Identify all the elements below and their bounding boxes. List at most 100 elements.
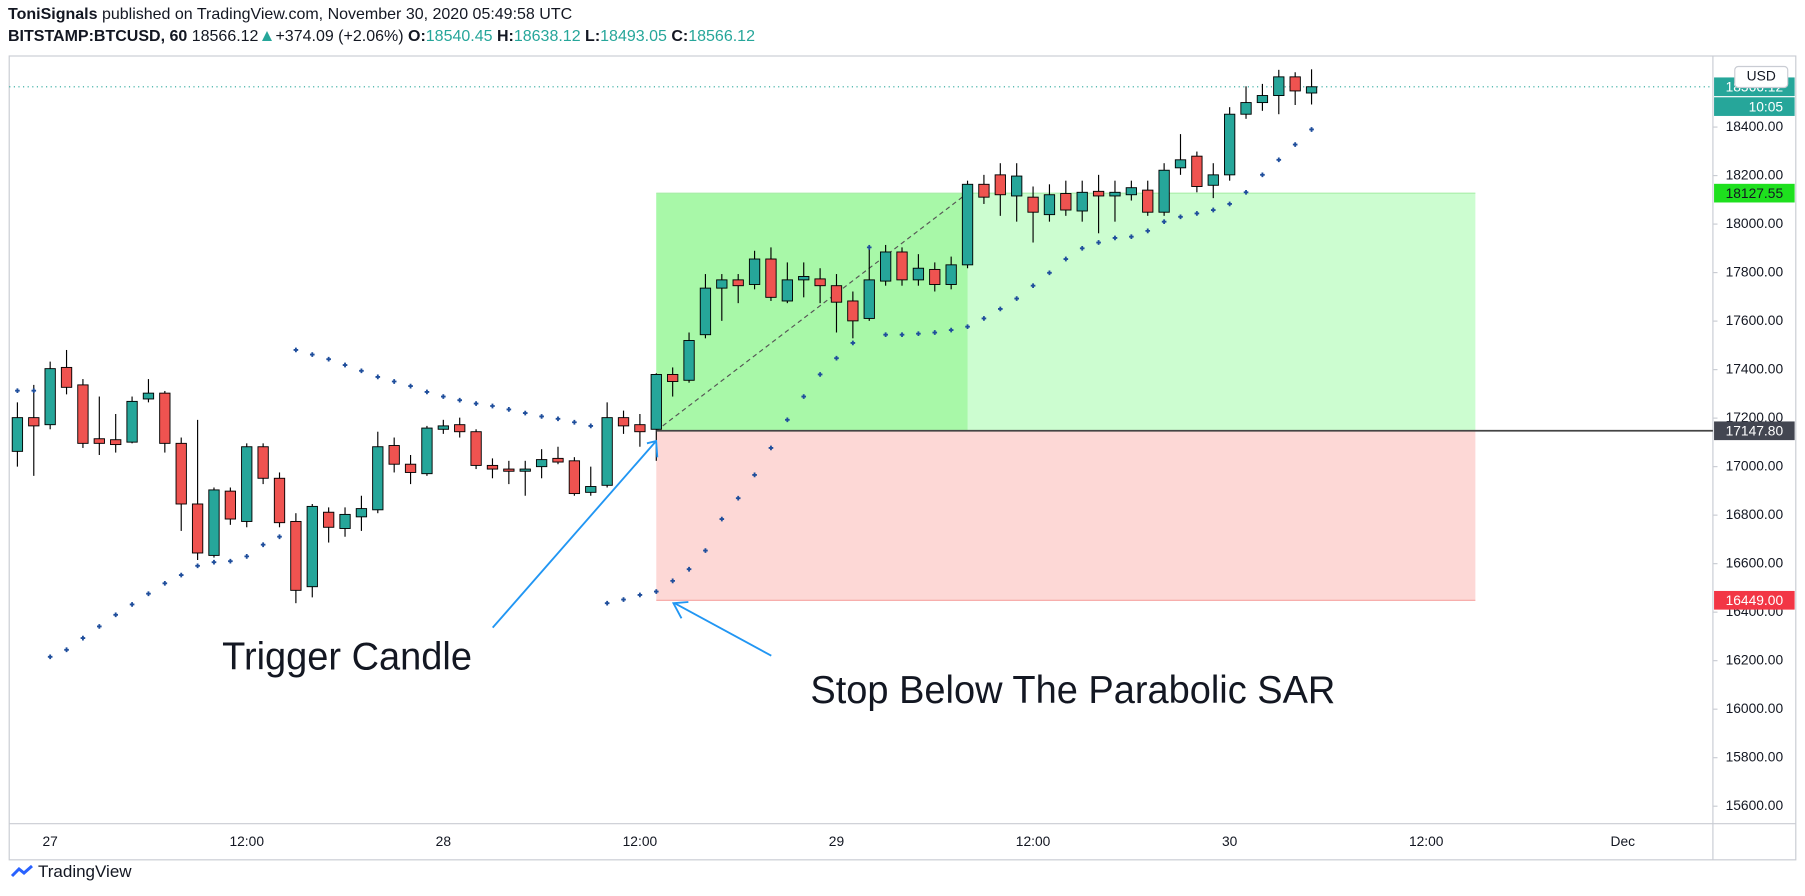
sar-dot: [97, 624, 102, 629]
sar-dot: [998, 306, 1003, 312]
sar-dot: [932, 330, 938, 335]
candle-body: [650, 373, 662, 430]
candle-body: [1043, 194, 1056, 216]
x-tick-label: 29: [829, 833, 845, 849]
sar-dot: [342, 362, 348, 368]
countdown: 10:05: [1749, 98, 1784, 114]
candle-body: [257, 446, 269, 479]
candle-body: [1273, 76, 1285, 97]
y-tick-label: 16800.00: [1726, 506, 1784, 522]
y-tick-label: 16200.00: [1726, 651, 1784, 667]
ohlc-label: O:: [408, 28, 426, 45]
sar-dot: [490, 403, 495, 409]
sar-dot: [408, 383, 413, 389]
sar-dot: [785, 417, 790, 423]
sar-dot: [604, 600, 610, 606]
arrows: [492, 439, 772, 657]
candle-body: [191, 503, 204, 554]
sar-dot: [1227, 201, 1232, 207]
x-tick-label: Dec: [1611, 833, 1636, 849]
candle-body: [994, 174, 1006, 196]
sar-dot: [162, 580, 168, 586]
arrow-head: [646, 439, 659, 458]
sar-dot: [359, 368, 364, 374]
sar-dot: [735, 495, 741, 501]
sar-dot: [1161, 219, 1167, 224]
ohlc-value: 18540.45: [425, 28, 493, 45]
sar-dot: [1276, 157, 1282, 163]
sar-dot: [572, 419, 577, 425]
sar-dot: [948, 327, 954, 333]
sar-dot: [277, 534, 282, 540]
sar-dot: [15, 388, 20, 394]
x-tick-label: 28: [436, 833, 452, 849]
sar-dot: [31, 388, 37, 394]
y-tick-label: 17000.00: [1726, 457, 1784, 473]
y-tick-label: 16600.00: [1726, 554, 1784, 570]
candle-body: [879, 251, 892, 282]
candle-body: [912, 267, 925, 281]
sar-dot: [637, 592, 643, 598]
candle-body: [617, 417, 630, 427]
candle-body: [1011, 175, 1023, 197]
candle-body: [388, 445, 400, 465]
sar-dot: [1096, 240, 1101, 245]
candle-body: [634, 424, 646, 433]
candle-body: [535, 459, 548, 468]
stop-box: [1714, 590, 1795, 610]
currency: USD: [1747, 68, 1776, 84]
candle-body: [404, 463, 417, 473]
sar-dot: [801, 394, 807, 399]
candle-body: [1158, 169, 1170, 213]
candle-body: [847, 300, 859, 322]
sar-dot: [981, 316, 987, 321]
candle-body: [454, 424, 466, 433]
sar-dot: [146, 591, 151, 597]
candle-body: [175, 442, 187, 505]
y-tick-label: 18000.00: [1726, 215, 1784, 231]
candle-body: [159, 392, 171, 444]
candle-body: [978, 183, 990, 198]
candle-body: [241, 446, 253, 522]
candle-body: [208, 489, 220, 556]
sar-dot: [1030, 283, 1036, 289]
sar-dot: [1129, 234, 1134, 240]
currency-box: [1734, 65, 1789, 89]
sar-dot: [1243, 189, 1249, 195]
sar-dot: [817, 372, 823, 377]
sar-dot: [916, 331, 921, 337]
target-box: [1714, 183, 1795, 203]
candle-body: [716, 279, 728, 289]
change: +374.09 (+2.06%): [275, 28, 404, 45]
ohlc-label: L:: [585, 28, 601, 45]
sar-dot: [113, 612, 118, 618]
published: published on TradingView.com, November 3…: [101, 6, 573, 23]
arrow: [492, 440, 657, 629]
sar-dot: [1079, 246, 1085, 251]
sar-dot: [899, 332, 905, 338]
axis-layer: 15600.0015800.0016000.0016200.0016400.00…: [42, 65, 1795, 849]
candle-body: [601, 417, 613, 486]
annotation: Trigger Candle: [222, 635, 472, 678]
sar-dot: [228, 558, 233, 564]
countdown-box: [1714, 97, 1795, 116]
sar-dot: [752, 472, 757, 478]
candle-body: [486, 464, 499, 470]
x-tick-label: 12:00: [1409, 833, 1444, 849]
header: ToniSignals published on TradingView.com…: [8, 4, 755, 48]
candle-body: [355, 508, 368, 518]
x-tick-label: 27: [42, 833, 58, 849]
candle-body: [798, 276, 810, 281]
sar-dot: [473, 401, 479, 406]
ohlc-value: 18638.12: [513, 28, 581, 45]
sar-dot: [457, 397, 463, 403]
candle-body: [306, 505, 318, 588]
candle-body: [110, 439, 122, 446]
logo: [10, 864, 33, 878]
header-line: BITSTAMP:BTCUSD, 60 18566.12 +374.09 (+2.…: [8, 26, 755, 48]
candle-body: [1125, 187, 1137, 196]
sar-dot: [1063, 256, 1069, 262]
sar-dot: [1309, 127, 1314, 132]
candle-body: [1076, 191, 1088, 212]
